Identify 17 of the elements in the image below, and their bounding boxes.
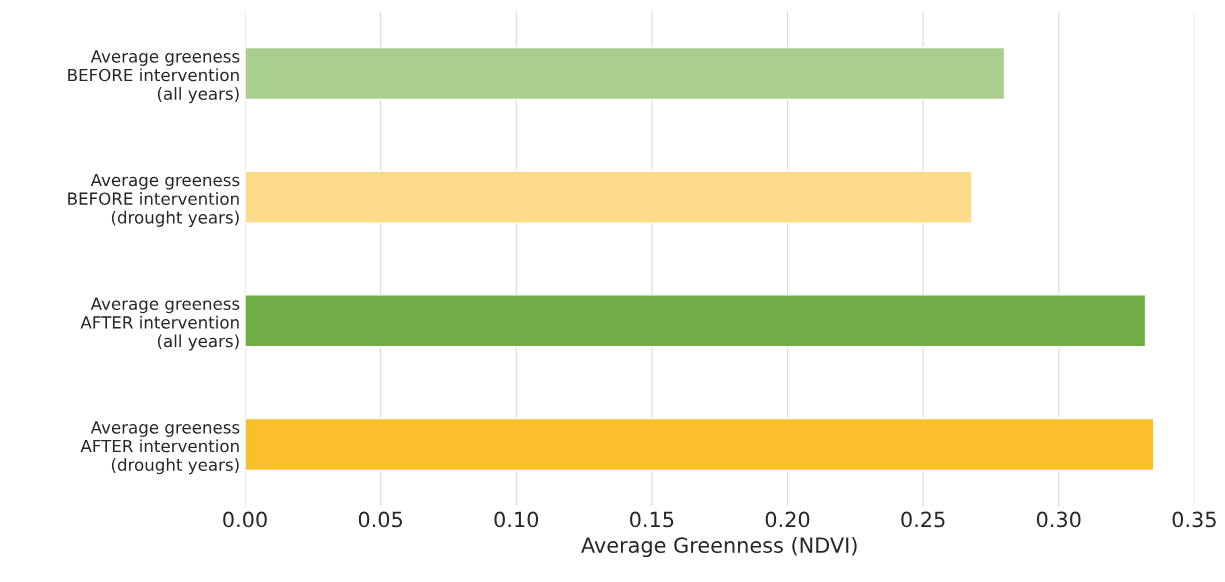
x-tick-label: 0.10 <box>494 511 539 528</box>
bar <box>245 46 1006 101</box>
y-tick-label: Average greeness AFTER intervention (drought years) <box>80 421 240 475</box>
x-tick-label: 0.05 <box>358 511 402 528</box>
x-tick-label: 0.30 <box>1036 511 1081 528</box>
x-tick-label: 0.35 <box>1172 511 1216 528</box>
x-tick-label: 0.00 <box>223 511 267 528</box>
x-tick-label: 0.25 <box>901 511 945 528</box>
bar <box>245 417 1155 472</box>
x-axis-title: Average Greenness (NDVI) <box>581 536 857 558</box>
y-tick-label: Average greeness BEFORE intervention (all years) <box>68 50 240 104</box>
x-tick-label: 0.20 <box>765 511 810 528</box>
bar <box>245 170 973 224</box>
y-tick-label: Average greeness AFTER intervention (all years) <box>80 297 240 351</box>
bar <box>245 294 1147 348</box>
x-tick-label: 0.15 <box>630 511 674 528</box>
y-tick-label: Average greeness BEFORE intervention (drought years) <box>68 173 240 227</box>
